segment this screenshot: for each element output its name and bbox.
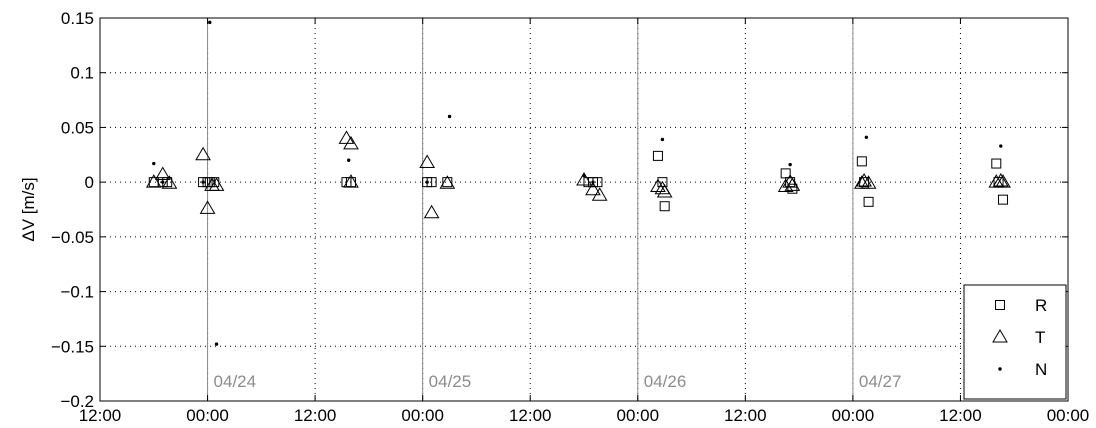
legend-box <box>963 284 1067 400</box>
legend-label-t: T <box>1035 328 1045 347</box>
data-point-r <box>998 194 1009 205</box>
data-point-t <box>343 135 359 150</box>
day-boundary-label: 04/26 <box>644 372 687 391</box>
data-point-n <box>208 20 212 25</box>
data-point-t <box>338 130 355 144</box>
data-point-n <box>347 158 351 162</box>
x-tick-label: 12:00 <box>939 406 982 425</box>
legend-label-n: N <box>1035 360 1047 379</box>
y-tick-label: 0.1 <box>70 64 94 83</box>
data-point-n <box>788 162 792 167</box>
data-point-t <box>199 200 216 214</box>
data-point-t <box>154 166 171 180</box>
data-point-t <box>161 175 178 189</box>
data-point-r <box>863 196 874 207</box>
day-boundaries: 04/24 04/25 04/26 04/27 <box>207 18 902 401</box>
data-point-t <box>145 174 162 188</box>
data-point-t <box>585 181 601 196</box>
data-point-t <box>439 175 456 189</box>
data-point-n <box>152 161 156 166</box>
data-point-n <box>201 180 205 184</box>
data-point-r <box>787 183 798 194</box>
y-tick-label: −0.05 <box>51 228 94 247</box>
data-point-n <box>864 135 869 139</box>
data-point-t <box>195 146 211 161</box>
day-boundary-label: 04/24 <box>214 372 257 391</box>
y-tick-label: −0.1 <box>60 283 94 302</box>
y-tick-label: 0.05 <box>61 118 94 137</box>
y-axis-label: ΔV [m/s] <box>19 177 38 241</box>
data-point-n <box>425 180 429 184</box>
data-point-t <box>656 183 673 198</box>
data-point-r <box>652 150 663 161</box>
x-tick-label: 12:00 <box>294 406 337 425</box>
x-tick-label: 12:00 <box>79 406 122 425</box>
axis-ticks: 12:00 00:00 12:00 00:00 12:00 00:00 12:00 00:00… <box>51 9 1089 425</box>
x-tick-label: 12:00 <box>509 406 552 425</box>
y-tick-label: 0.15 <box>61 9 94 28</box>
legend: RTN <box>963 284 1067 400</box>
x-tick-label: 00:00 <box>617 406 660 425</box>
data-point-t <box>576 171 592 186</box>
data-point-r <box>856 156 867 167</box>
data-point-n <box>214 342 219 346</box>
data-point-n <box>660 137 665 142</box>
data-point-n <box>447 114 452 119</box>
data-point-t <box>208 177 225 191</box>
data-point-t <box>650 178 666 193</box>
y-tick-label: −0.15 <box>51 337 94 356</box>
day-boundary-label: 04/27 <box>859 372 902 391</box>
data-point-t <box>343 174 359 188</box>
data-point-t <box>423 204 440 219</box>
legend-label-r: R <box>1035 296 1047 315</box>
data-point-n <box>161 180 165 184</box>
y-tick-label: −0.2 <box>60 392 94 411</box>
legend-marker-n <box>998 367 1002 371</box>
legend-marker-r <box>995 300 1005 310</box>
day-boundary-label: 04/25 <box>429 372 472 391</box>
plot-frame <box>99 17 1069 402</box>
data-point-t <box>777 178 794 193</box>
data-point-t <box>784 177 801 191</box>
x-tick-label: 00:00 <box>186 406 229 425</box>
legend-marker-t <box>992 329 1008 343</box>
data-point-t <box>992 173 1009 187</box>
data-point-t <box>419 154 436 168</box>
x-tick-label: 00:00 <box>401 406 444 425</box>
data-point-n <box>591 180 595 184</box>
y-tick-label: 0 <box>85 173 94 192</box>
x-tick-label: 00:00 <box>832 406 875 425</box>
data-point-r <box>442 177 453 188</box>
markers <box>145 20 1011 346</box>
x-tick-label: 12:00 <box>724 406 767 425</box>
data-point-t <box>591 187 608 201</box>
data-point-t <box>995 174 1011 188</box>
data-point-r <box>991 158 1002 169</box>
data-point-t <box>860 175 877 189</box>
x-tick-label: 00:00 <box>1047 406 1090 425</box>
data-point-r <box>659 201 670 212</box>
data-point-n <box>582 173 586 178</box>
data-point-n <box>999 144 1003 148</box>
data-point-t <box>856 173 872 187</box>
